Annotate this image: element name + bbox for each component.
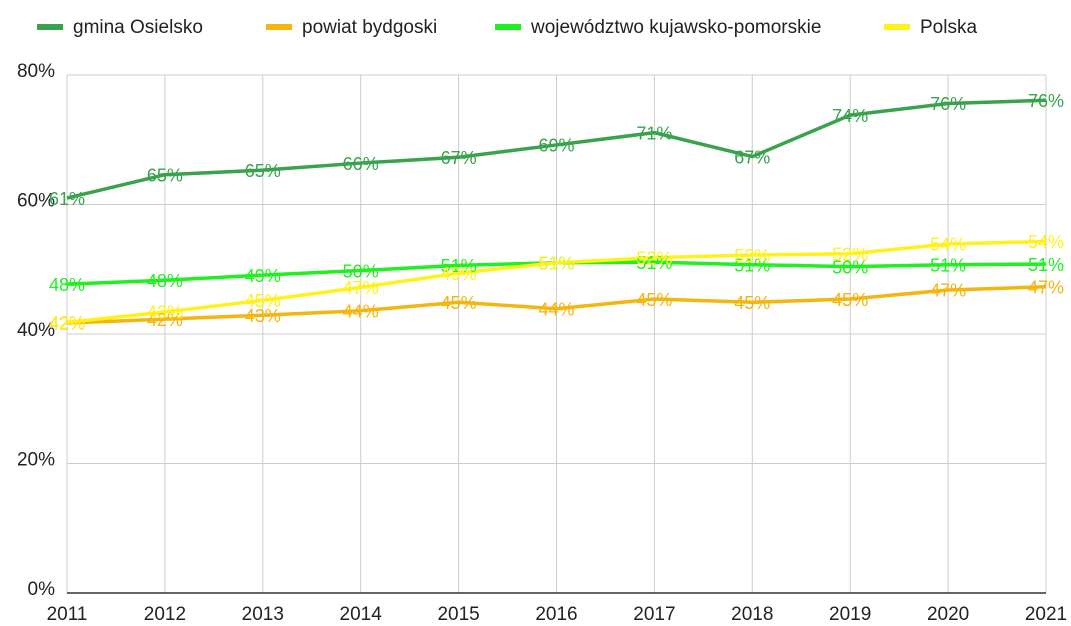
legend-label: powiat bydgoski (302, 17, 437, 38)
x-tick-label: 2017 (633, 604, 675, 625)
data-label: 45% (441, 293, 477, 313)
data-label: 61% (49, 189, 85, 209)
data-label: 49% (441, 264, 477, 284)
data-label: 51% (1028, 255, 1064, 275)
data-label: 43% (147, 303, 183, 323)
data-label: 42% (49, 313, 85, 333)
data-label: 48% (49, 275, 85, 295)
y-tick-label: 80% (17, 61, 55, 82)
data-label: 66% (343, 154, 379, 174)
data-label: 48% (147, 271, 183, 291)
data-label: 65% (147, 165, 183, 185)
series-line (66, 98, 1047, 200)
data-label: 45% (245, 291, 281, 311)
data-label: 65% (245, 161, 281, 181)
data-label: 67% (734, 147, 770, 167)
x-tick-label: 2013 (242, 604, 284, 625)
data-label: 47% (1028, 277, 1064, 297)
data-label: 47% (930, 281, 966, 301)
y-tick-label: 40% (17, 320, 55, 341)
data-label: 45% (636, 290, 672, 310)
x-tick-label: 2011 (47, 604, 88, 625)
data-label: 43% (245, 306, 281, 326)
data-label: 74% (832, 106, 868, 126)
y-tick-label: 60% (17, 191, 55, 212)
data-label: 76% (930, 94, 966, 114)
data-label: 54% (930, 235, 966, 255)
data-label: 47% (343, 278, 379, 298)
data-label: 44% (343, 301, 379, 321)
series-line (66, 284, 1047, 325)
x-tick-label: 2018 (731, 604, 773, 625)
data-label: 52% (734, 246, 770, 266)
data-label: 51% (734, 255, 770, 275)
x-tick-label: 2012 (144, 604, 186, 625)
data-label: 50% (343, 261, 379, 281)
x-tick-label: 2014 (340, 604, 383, 625)
data-label: 51% (538, 254, 574, 274)
x-tick-label: 2019 (829, 604, 871, 625)
x-tick-label: 2021 (1025, 604, 1067, 625)
data-label: 51% (441, 256, 477, 276)
data-label: 71% (636, 123, 672, 143)
data-label: 69% (538, 136, 574, 156)
x-tick-label: 2016 (535, 604, 577, 625)
data-label: 52% (636, 248, 672, 268)
y-tick-label: 20% (17, 450, 55, 471)
data-label: 51% (636, 253, 672, 273)
series-line (66, 239, 1047, 325)
x-tick-label: 2020 (927, 604, 969, 625)
data-label: 42% (147, 310, 183, 330)
data-label: 76% (1028, 91, 1064, 111)
legend-label: gmina Osielsko (73, 17, 203, 38)
data-label: 42% (49, 314, 85, 334)
data-label: 44% (538, 299, 574, 319)
data-label: 45% (832, 290, 868, 310)
data-label: 51% (930, 255, 966, 275)
data-label: 50% (832, 257, 868, 277)
legend-label: województwo kujawsko-pomorskie (530, 17, 821, 38)
data-label: 67% (441, 148, 477, 168)
data-label: 54% (1028, 232, 1064, 252)
data-label: 45% (734, 293, 770, 313)
x-tick-label: 2015 (437, 604, 479, 625)
legend-label: Polska (920, 17, 977, 38)
y-tick-label: 0% (28, 579, 56, 600)
data-label: 49% (245, 266, 281, 286)
data-label: 52% (832, 244, 868, 264)
data-label: 51% (538, 254, 574, 274)
